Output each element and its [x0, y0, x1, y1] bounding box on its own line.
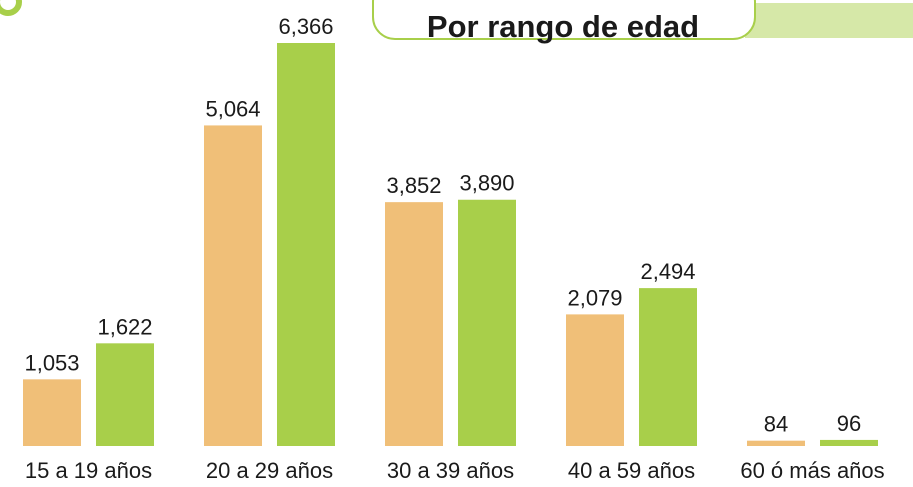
bar	[747, 440, 805, 446]
value-label: 1,053	[24, 350, 79, 375]
value-label: 6,366	[278, 14, 333, 39]
value-label: 3,852	[386, 173, 441, 198]
x-tick-label: 30 a 39 años	[387, 458, 514, 483]
x-tick-label: 40 a 59 años	[568, 458, 695, 483]
chart-title: Por rango de edad	[427, 9, 699, 44]
corner-ring	[0, 0, 22, 16]
x-tick-label: 20 a 29 años	[206, 458, 333, 483]
bar	[639, 288, 697, 446]
bar	[458, 199, 516, 446]
value-label: 2,079	[567, 285, 622, 310]
bar	[277, 43, 335, 446]
title-band	[745, 3, 913, 38]
x-tick-label: 15 a 19 años	[25, 458, 152, 483]
bar	[566, 314, 624, 446]
value-label: 1,622	[97, 314, 152, 339]
bar	[23, 379, 81, 446]
value-label: 5,064	[205, 96, 260, 121]
value-label: 84	[764, 412, 788, 437]
title-box	[372, 0, 756, 40]
value-label: 96	[837, 411, 861, 436]
bar	[96, 343, 154, 446]
value-label: 3,890	[459, 171, 514, 196]
x-tick-label: 60 ó más años	[740, 458, 884, 483]
value-label: 2,494	[640, 259, 695, 284]
bar	[820, 439, 878, 446]
bar	[204, 125, 262, 446]
bar	[385, 202, 443, 446]
